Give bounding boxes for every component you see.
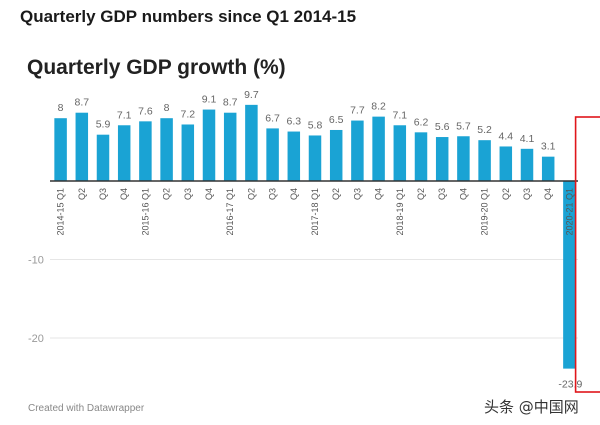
y-tick-label-0: -10 — [28, 255, 44, 267]
category-label-14: Q3 — [352, 188, 362, 200]
value-label-15: 8.2 — [371, 101, 386, 113]
bar-22 — [520, 148, 534, 181]
value-label-21: 4.4 — [498, 130, 513, 142]
category-label-4: 2015-16 Q1 — [140, 188, 150, 236]
bar-23 — [541, 156, 555, 181]
value-label-0: 8 — [58, 102, 64, 114]
category-label-16: 2018-19 Q1 — [395, 188, 405, 236]
category-label-13: Q2 — [331, 188, 341, 200]
category-label-7: Q4 — [204, 188, 214, 200]
value-label-23: 3.1 — [541, 141, 556, 153]
bar-13 — [329, 129, 343, 181]
category-label-18: Q3 — [437, 188, 447, 200]
category-label-19: Q4 — [458, 188, 468, 200]
category-label-2: Q3 — [98, 188, 108, 200]
bar-7 — [202, 109, 216, 181]
bar-9 — [245, 104, 258, 181]
value-label-8: 8.7 — [223, 97, 238, 109]
bar-20 — [478, 140, 491, 181]
value-label-17: 6.2 — [414, 116, 429, 128]
category-label-6: Q3 — [183, 188, 193, 200]
category-label-23: Q4 — [543, 188, 553, 200]
category-label-10: Q3 — [268, 188, 278, 200]
bar-10 — [266, 128, 279, 181]
category-label-3: Q4 — [119, 188, 129, 200]
value-label-7: 9.1 — [202, 94, 217, 106]
bar-4 — [139, 121, 152, 181]
value-label-19: 5.7 — [456, 120, 471, 132]
value-label-11: 6.3 — [286, 116, 301, 128]
bar-17 — [414, 132, 428, 181]
bar-2 — [96, 134, 110, 181]
value-label-1: 8.7 — [74, 97, 89, 109]
bar-8 — [223, 112, 237, 181]
bar-16 — [393, 125, 407, 181]
category-label-1: Q2 — [77, 188, 87, 200]
bar-14 — [351, 120, 364, 181]
bar-5 — [160, 118, 173, 181]
credit-text: Created with Datawrapper — [28, 403, 145, 414]
bar-15 — [372, 116, 385, 181]
value-label-10: 6.7 — [265, 112, 280, 124]
category-label-12: 2017-18 Q1 — [310, 188, 320, 236]
category-label-17: Q2 — [416, 188, 426, 200]
value-label-3: 7.1 — [117, 109, 132, 121]
chart-title: Quarterly GDP growth (%) — [27, 56, 286, 79]
value-label-5: 8 — [164, 102, 170, 114]
value-label-9: 9.7 — [244, 89, 259, 101]
category-label-20: 2019-20 Q1 — [480, 188, 490, 236]
category-label-11: Q4 — [289, 188, 299, 200]
watermark-text: 头条 @中国网 — [484, 398, 579, 416]
chart-card: Quarterly GDP growth (%) — [8, 42, 592, 418]
bar-19 — [457, 136, 470, 181]
bar-12 — [308, 135, 322, 181]
value-label-12: 5.8 — [308, 119, 323, 131]
bar-24 — [563, 181, 576, 369]
category-label-22: Q3 — [522, 188, 532, 200]
category-label-0: 2014-15 Q1 — [56, 188, 66, 236]
highlight-box — [574, 116, 600, 393]
value-label-24: -23.9 — [558, 379, 582, 391]
category-label-24: 2020-21 Q1 — [564, 188, 574, 236]
value-label-14: 7.7 — [350, 105, 365, 117]
category-label-15: Q4 — [374, 188, 384, 200]
value-label-18: 5.6 — [435, 121, 450, 133]
bar-1 — [75, 112, 89, 181]
value-label-2: 5.9 — [96, 119, 111, 131]
category-label-21: Q2 — [501, 188, 511, 200]
category-label-9: Q2 — [246, 188, 256, 200]
value-label-4: 7.6 — [138, 105, 153, 117]
page-title: Quarterly GDP numbers since Q1 2014-15 — [20, 7, 357, 26]
value-label-6: 7.2 — [180, 108, 195, 120]
bar-21 — [499, 146, 513, 181]
bar-18 — [435, 137, 449, 181]
category-label-8: 2016-17 Q1 — [225, 188, 235, 236]
bar-3 — [117, 125, 131, 181]
bar-11 — [287, 131, 301, 181]
value-label-20: 5.2 — [477, 124, 492, 136]
bar-0 — [54, 118, 67, 181]
category-label-5: Q2 — [162, 188, 172, 200]
value-label-13: 6.5 — [329, 114, 344, 126]
y-tick-label-1: -20 — [28, 333, 44, 345]
bar-6 — [181, 124, 195, 181]
value-label-22: 4.1 — [520, 133, 535, 145]
value-label-16: 7.1 — [392, 109, 407, 121]
